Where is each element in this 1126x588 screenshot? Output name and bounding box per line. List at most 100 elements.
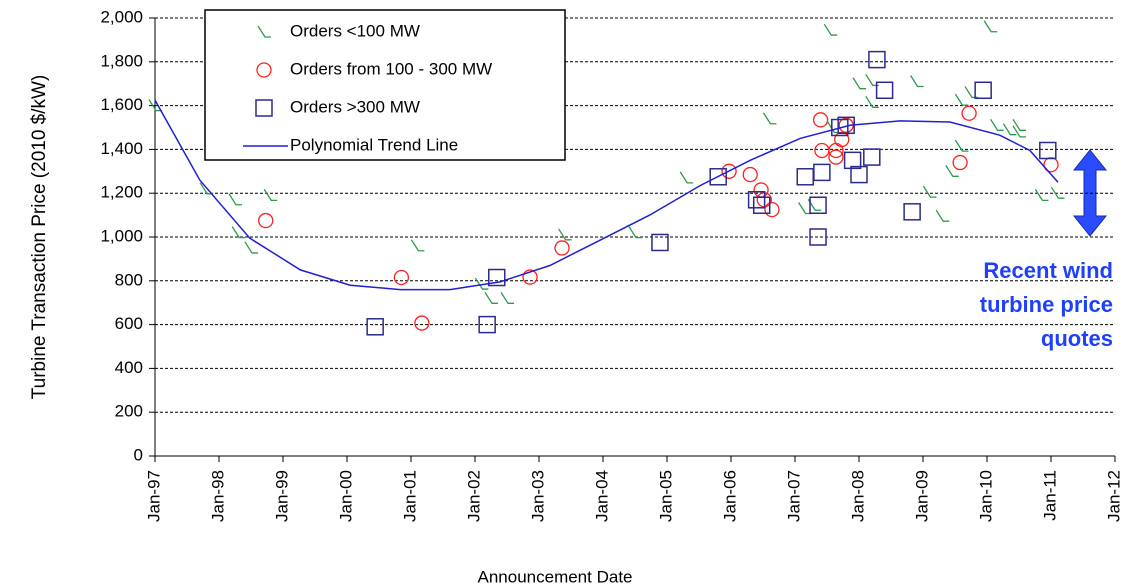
x-tick-label: Jan-10	[976, 470, 995, 522]
point	[393, 269, 410, 286]
point	[148, 99, 162, 112]
annotation: quotes	[1041, 326, 1113, 351]
point	[814, 142, 830, 159]
point	[488, 268, 506, 287]
point	[478, 315, 496, 334]
x-tick-label: Jan-12	[1104, 470, 1123, 522]
point	[865, 95, 879, 108]
point	[875, 81, 894, 100]
x-tick-label: Jan-06	[720, 470, 739, 522]
point	[850, 165, 868, 184]
point	[828, 149, 844, 165]
legend-label: Orders <100 MW	[290, 21, 420, 40]
point	[1050, 186, 1065, 199]
point	[863, 148, 881, 166]
point	[831, 118, 849, 137]
point	[796, 168, 814, 186]
point	[1034, 189, 1049, 202]
point	[709, 168, 727, 186]
x-tick-label: Jan-07	[784, 470, 803, 522]
point	[558, 228, 572, 241]
legend-label: Orders from 100 - 300 MW	[290, 59, 492, 78]
x-tick-label: Jan-09	[912, 470, 931, 522]
legend-label: Orders >300 MW	[290, 97, 420, 116]
point	[764, 201, 780, 218]
x-tick-label: Jan-97	[144, 470, 163, 522]
annotation: Recent wind	[983, 258, 1113, 283]
point	[484, 291, 498, 304]
y-tick-label: 200	[115, 402, 143, 421]
y-tick-label: 800	[115, 270, 143, 289]
point	[231, 226, 246, 239]
point	[964, 86, 978, 99]
point	[474, 277, 489, 290]
legend: Orders <100 MW Orders from 100 - 300 MW Or…	[204, 9, 566, 161]
point	[721, 163, 737, 179]
y-tick-label: 600	[115, 314, 143, 333]
point	[628, 226, 642, 239]
point	[952, 154, 968, 171]
y-tick-label: 1,200	[100, 183, 143, 202]
x-tick-label: Jan-04	[592, 470, 611, 522]
point	[954, 93, 969, 106]
point	[813, 163, 831, 182]
point	[974, 81, 992, 100]
point	[1012, 125, 1026, 138]
point	[752, 196, 771, 214]
point	[823, 23, 838, 36]
point	[554, 240, 570, 256]
point	[258, 212, 274, 229]
y-tick-label: 1,400	[100, 139, 143, 158]
x-tick-label: Jan-99	[272, 470, 291, 522]
y-tick-label: 2,000	[100, 7, 143, 26]
point	[843, 151, 862, 170]
x-tick-label: Jan-98	[208, 470, 227, 522]
annotation: turbine price	[980, 292, 1113, 317]
point	[809, 228, 827, 246]
x-axis-label: Announcement Date	[478, 567, 633, 586]
point	[990, 118, 1004, 131]
point	[762, 112, 777, 125]
point	[834, 131, 850, 148]
point	[500, 291, 514, 304]
point	[868, 50, 886, 69]
point	[679, 171, 694, 184]
point	[522, 269, 538, 285]
legend-label: Polynomial Trend Line	[290, 135, 458, 154]
point	[410, 239, 425, 252]
point	[753, 182, 769, 198]
point	[903, 203, 921, 221]
y-tick-label: 1,000	[100, 226, 143, 245]
x-tick-label: Jan-00	[336, 470, 355, 522]
point	[1002, 123, 1017, 136]
x-tick-label: Jan-05	[656, 470, 675, 522]
y-axis-label: Turbine Transaction Price (2010 $/kW)	[29, 75, 50, 400]
x-tick-label: Jan-08	[848, 470, 867, 522]
x-tick-label: Jan-02	[464, 470, 483, 522]
point	[366, 318, 384, 336]
point	[228, 193, 242, 206]
y-tick-label: 1,600	[100, 95, 143, 114]
point	[651, 233, 669, 252]
point	[809, 196, 827, 214]
point	[983, 20, 998, 33]
point	[263, 189, 278, 202]
y-tick-label: 400	[115, 358, 143, 377]
x-tick-label: Jan-03	[528, 470, 547, 522]
legend-marker	[257, 25, 271, 38]
point	[812, 112, 829, 128]
point	[747, 191, 766, 209]
point	[945, 164, 959, 177]
point	[1012, 118, 1026, 131]
point	[414, 315, 430, 331]
y-tick-label: 1,800	[100, 51, 143, 70]
point	[852, 77, 866, 90]
point	[742, 166, 758, 183]
legend-box	[204, 9, 566, 161]
legend-marker	[255, 99, 273, 117]
x-tick-label: Jan-01	[400, 470, 419, 522]
point	[1043, 157, 1059, 173]
trend-line	[154, 99, 1059, 291]
point	[244, 241, 258, 254]
legend-marker	[256, 62, 272, 78]
